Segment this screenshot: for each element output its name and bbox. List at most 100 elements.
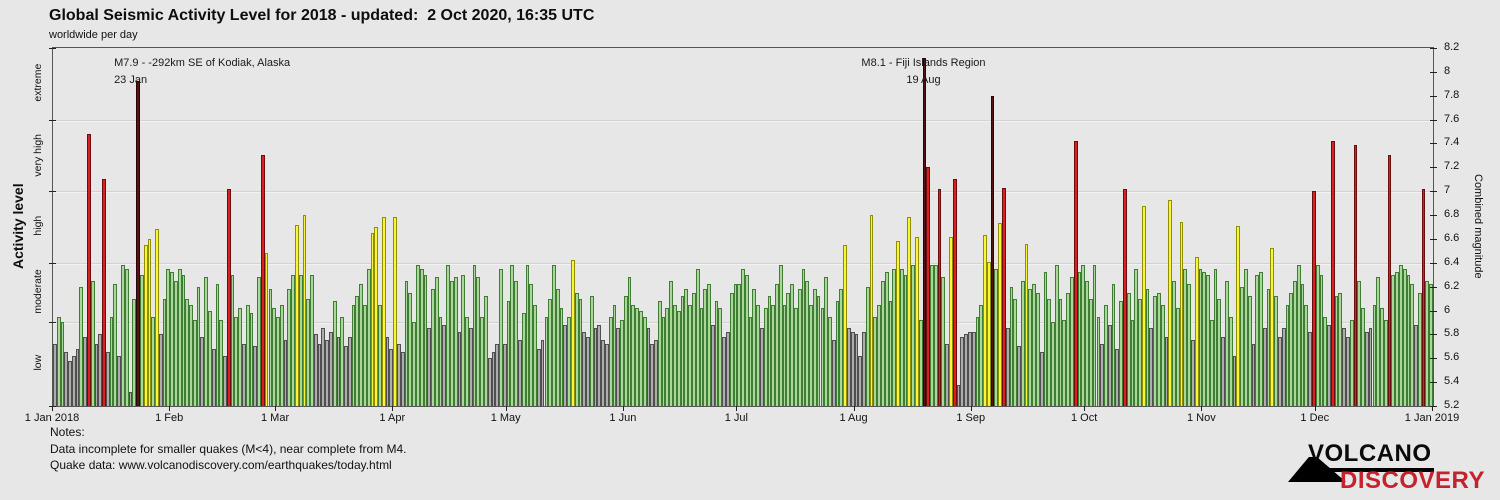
day-bar-99-moderate xyxy=(423,274,428,406)
day-bar-8-moderate xyxy=(79,286,84,406)
day-bar-12-low xyxy=(94,343,99,406)
month-label-1-Jun: 1 Jun xyxy=(609,412,637,424)
day-bar-16-moderate xyxy=(109,316,114,406)
day-bar-334-very-high xyxy=(1312,191,1316,406)
right-tick-label-5.2: 5.2 xyxy=(1444,399,1460,411)
day-bar-300-moderate xyxy=(1183,268,1188,406)
day-bar-257-moderate xyxy=(1020,280,1025,406)
right-tick-label-7.2: 7.2 xyxy=(1444,160,1460,173)
day-bar-350-moderate xyxy=(1372,304,1377,406)
day-bar-213-low xyxy=(854,334,859,406)
day-bar-24-moderate xyxy=(139,274,144,406)
day-bar-165-moderate xyxy=(673,304,677,406)
left-tick-7.6 xyxy=(49,119,56,121)
day-bar-326-low xyxy=(1281,328,1286,406)
day-bar-42-moderate xyxy=(208,310,212,406)
day-bar-242-low xyxy=(964,334,968,406)
day-bar-248-high xyxy=(986,261,991,406)
day-bar-68-moderate xyxy=(306,298,311,406)
day-bar-205-moderate xyxy=(824,277,829,406)
day-bar-128-moderate xyxy=(533,304,537,406)
day-bar-186-moderate xyxy=(752,289,757,406)
day-bar-142-low xyxy=(586,336,590,406)
day-bar-355-moderate xyxy=(1391,274,1396,406)
right-tick-label-8.2: 8.2 xyxy=(1444,41,1460,53)
day-bar-275-moderate xyxy=(1088,298,1093,406)
day-bar-144-low xyxy=(593,328,598,406)
day-bar-331-moderate xyxy=(1300,284,1305,406)
day-bar-115-moderate xyxy=(484,296,488,406)
day-bar-129-low xyxy=(536,348,541,406)
day-bar-241-low xyxy=(960,336,965,406)
day-bar-339-very-high xyxy=(1330,141,1335,406)
day-bar-262-low xyxy=(1039,352,1044,406)
month-tick-1-Nov xyxy=(1201,406,1203,411)
day-bar-228-moderate xyxy=(911,265,915,406)
day-bar-44-moderate xyxy=(215,284,220,406)
notes-block: Notes: Data incomplete for smaller quake… xyxy=(50,424,406,474)
day-bar-151-moderate xyxy=(620,320,624,406)
day-bar-29-low xyxy=(158,334,163,406)
day-bar-3-moderate xyxy=(60,322,65,406)
day-bar-292-moderate xyxy=(1153,296,1157,406)
annotation-2-date: 19 Aug xyxy=(906,74,941,86)
day-bar-246-moderate xyxy=(979,304,984,406)
day-bar-160-low xyxy=(654,340,658,406)
day-bar-84-moderate xyxy=(366,268,371,406)
day-bar-191-moderate xyxy=(771,304,776,406)
day-bar-69-moderate xyxy=(310,274,314,406)
day-bar-28-high xyxy=(155,229,159,406)
day-bar-318-low xyxy=(1251,343,1256,406)
day-bar-286-moderate xyxy=(1130,320,1135,406)
day-bar-180-moderate xyxy=(729,292,734,406)
day-bar-356-moderate xyxy=(1395,272,1399,406)
day-bar-117-low xyxy=(491,352,496,406)
day-bar-173-moderate xyxy=(703,289,708,406)
day-bar-329-moderate xyxy=(1293,280,1297,406)
day-bar-299-high xyxy=(1179,222,1184,406)
day-bar-217-high xyxy=(869,215,874,406)
day-bar-172-moderate xyxy=(699,308,704,406)
day-bar-157-moderate xyxy=(642,316,647,406)
day-bar-270-moderate xyxy=(1070,277,1074,406)
day-bar-218-moderate xyxy=(873,316,878,406)
month-tick-1-Jul xyxy=(736,406,738,411)
day-bar-126-moderate xyxy=(525,265,530,406)
day-bar-103-moderate xyxy=(438,316,443,406)
day-bar-365-moderate xyxy=(1429,284,1433,406)
day-bar-244-low xyxy=(971,332,976,406)
right-tick-label-7: 7 xyxy=(1444,184,1451,197)
month-tick-1-Mar xyxy=(275,406,277,411)
day-bar-80-moderate xyxy=(351,304,356,406)
right-tick-5.2 xyxy=(1430,406,1437,407)
day-bar-62-low xyxy=(283,340,288,406)
day-bar-95-moderate xyxy=(408,292,413,406)
day-bar-123-moderate xyxy=(514,280,519,406)
day-bar-251-high xyxy=(998,223,1002,406)
day-bar-252-very-high xyxy=(1001,187,1006,406)
day-bar-166-moderate xyxy=(676,310,681,406)
day-bar-305-moderate xyxy=(1202,272,1207,406)
month-label-1-Nov: 1 Nov xyxy=(1186,412,1216,424)
day-bar-169-moderate xyxy=(688,304,692,406)
day-bar-337-moderate xyxy=(1323,316,1328,406)
day-bar-105-moderate xyxy=(446,265,450,406)
day-bar-108-low xyxy=(457,332,462,406)
day-bar-91-high xyxy=(393,217,398,406)
day-bar-182-moderate xyxy=(737,284,742,406)
day-bar-145-low xyxy=(597,324,602,406)
day-bar-140-moderate xyxy=(578,298,583,406)
day-bar-352-moderate xyxy=(1380,308,1384,406)
right-tick-label-7.8: 7.8 xyxy=(1444,88,1460,101)
day-bar-268-moderate xyxy=(1062,320,1067,406)
day-bar-26-high xyxy=(147,238,152,406)
day-bar-163-moderate xyxy=(665,308,670,406)
right-tick-5.6 xyxy=(1430,358,1437,360)
day-bar-336-moderate xyxy=(1319,274,1324,406)
day-bar-33-moderate xyxy=(173,280,178,406)
day-bar-79-low xyxy=(347,336,352,406)
day-bar-159-low xyxy=(650,343,655,406)
day-bar-146-low xyxy=(601,340,605,406)
day-bar-306-moderate xyxy=(1206,274,1210,406)
